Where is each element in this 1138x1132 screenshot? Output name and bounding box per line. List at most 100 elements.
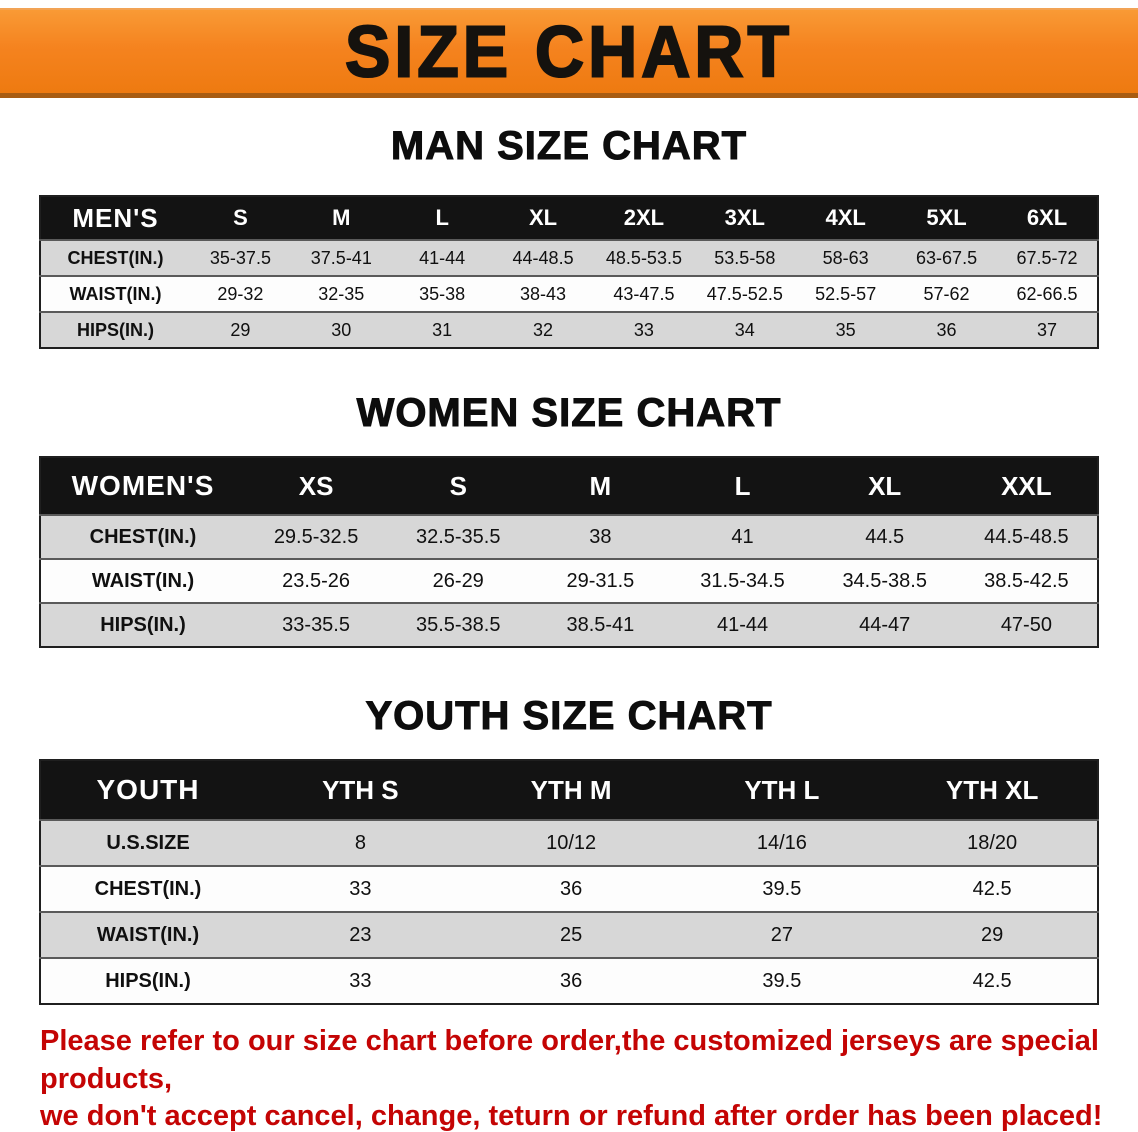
size-value-cell: 41-44 — [716, 613, 769, 636]
size-value-cell: 34.5-38.5 — [842, 569, 927, 592]
row-label: WAIST(IN.) — [91, 569, 195, 592]
size-value-cell: 35.5-38.5 — [415, 613, 501, 636]
table-row: CHEST(IN.) 29.5-32.5 32.5-35.5 38 41 44.5 44.5… — [40, 515, 1098, 559]
size-value-cell: 32 — [533, 319, 554, 340]
youth-size-chart-section: YOUTH SIZE CHART YOUTH YTH S YTH M YTH L YTH… — [0, 694, 1138, 1005]
size-value-cell: 39.5 — [762, 969, 802, 992]
disclaimer-line-2: we don't accept cancel, change, teturn o… — [40, 1100, 1103, 1132]
row-label: HIPS(IN.) — [105, 969, 191, 992]
size-value-cell: 62-66.5 — [1016, 283, 1078, 304]
table-header-row: MEN'S S M L XL 2XL 3XL 4XL 5XL 6XL — [40, 196, 1098, 240]
size-value-cell: 38.5-42.5 — [984, 569, 1069, 592]
page-title: SIZE CHART — [344, 10, 793, 93]
size-value-cell: 33 — [349, 969, 372, 992]
size-value-cell: 36 — [560, 877, 583, 900]
size-value-cell: 29.5-32.5 — [273, 525, 359, 548]
size-value-cell: 18/20 — [967, 831, 1018, 854]
row-label: CHEST(IN.) — [67, 247, 164, 268]
size-column-header: YTH S — [322, 774, 399, 805]
size-value-cell: 47.5-52.5 — [706, 283, 783, 304]
size-column-header: S — [449, 470, 467, 501]
size-column-header: L — [734, 470, 751, 501]
size-value-cell: 27 — [770, 923, 793, 946]
size-column-header: YTH XL — [945, 774, 1039, 805]
row-label: HIPS(IN.) — [100, 613, 186, 636]
size-chart-banner: SIZE CHART — [0, 8, 1138, 98]
size-value-cell: 23.5-26 — [282, 569, 350, 592]
size-value-cell: 52.5-57 — [815, 283, 877, 304]
women-size-chart-section: WOMEN SIZE CHART WOMEN'S XS S M L XL XXL CHEST(… — [0, 391, 1138, 648]
size-value-cell: 42.5 — [972, 969, 1012, 992]
size-column-header: 3XL — [724, 205, 765, 230]
size-column-header: YTH L — [744, 774, 820, 805]
size-value-cell: 38-43 — [520, 283, 567, 304]
size-value-cell: 38.5-41 — [566, 613, 635, 636]
size-value-cell: 29 — [230, 319, 251, 340]
size-value-cell: 44-47 — [859, 613, 911, 636]
size-column-header: 2XL — [623, 205, 665, 230]
size-value-cell: 10/12 — [546, 831, 597, 854]
size-value-cell: 35 — [835, 319, 856, 340]
table-row: U.S.SIZE 8 10/12 14/16 18/20 — [40, 820, 1098, 866]
size-value-cell: 14/16 — [756, 831, 807, 854]
disclaimer-line-1: Please refer to our size chart before or… — [40, 1025, 1099, 1095]
youth-size-table: YOUTH YTH S YTH M YTH L YTH XL U.S.SIZE 8 10/12… — [39, 759, 1099, 1005]
table-row: HIPS(IN.) 33 36 39.5 42.5 — [40, 958, 1098, 1004]
size-value-cell: 32.5-35.5 — [415, 525, 501, 548]
size-value-cell: 34 — [734, 319, 755, 340]
table-row: CHEST(IN.) 33 36 39.5 42.5 — [40, 866, 1098, 912]
size-value-cell: 36 — [936, 319, 957, 340]
size-column-header: XL — [868, 470, 902, 501]
size-value-cell: 41 — [731, 525, 754, 548]
size-value-cell: 25 — [560, 923, 583, 946]
table-header-row: WOMEN'S XS S M L XL XXL — [40, 457, 1098, 515]
size-value-cell: 48.5-53.5 — [605, 247, 682, 268]
size-value-cell: 38 — [589, 525, 612, 548]
size-value-cell: 29-32 — [217, 283, 264, 304]
size-column-header: XL — [529, 205, 558, 230]
size-value-cell: 67.5-72 — [1016, 247, 1078, 268]
table-corner-label: WOMEN'S — [71, 470, 215, 501]
size-value-cell: 58-63 — [822, 247, 869, 268]
table-row: HIPS(IN.) 33-35.5 35.5-38.5 38.5-41 41-44 44-… — [40, 603, 1098, 647]
size-value-cell: 42.5 — [972, 877, 1012, 900]
size-value-cell: 29-31.5 — [566, 569, 635, 592]
size-value-cell: 41-44 — [419, 247, 466, 268]
men-size-chart-section: MAN SIZE CHART MEN'S S M L XL 2XL 3XL 4XL 5XL 6XL… — [0, 124, 1138, 349]
size-value-cell: 31 — [432, 319, 453, 340]
size-column-header: M — [589, 470, 612, 501]
size-value-cell: 29 — [981, 923, 1004, 946]
size-value-cell: 35-37.5 — [209, 247, 271, 268]
size-value-cell: 47-50 — [1000, 613, 1052, 636]
size-value-cell: 63-67.5 — [916, 247, 978, 268]
row-label: HIPS(IN.) — [76, 319, 154, 340]
size-column-header: YTH M — [530, 774, 612, 805]
size-value-cell: 44.5 — [865, 525, 905, 548]
size-column-header: 5XL — [926, 205, 967, 230]
table-row: WAIST(IN.) 23 25 27 29 — [40, 912, 1098, 958]
size-column-header: L — [435, 205, 449, 230]
size-value-cell: 44-48.5 — [512, 247, 574, 268]
size-column-header: 6XL — [1026, 205, 1068, 230]
row-label: WAIST(IN.) — [69, 283, 162, 304]
size-value-cell: 44.5-48.5 — [984, 525, 1069, 548]
row-label: U.S.SIZE — [106, 831, 190, 854]
size-value-cell: 43-47.5 — [613, 283, 675, 304]
table-row: WAIST(IN.) 29-32 32-35 35-38 38-43 43-47.5 47.… — [40, 276, 1098, 312]
table-row: WAIST(IN.) 23.5-26 26-29 29-31.5 31.5-34.5 34… — [40, 559, 1098, 603]
size-value-cell: 39.5 — [762, 877, 802, 900]
size-column-header: S — [233, 205, 248, 230]
size-value-cell: 33-35.5 — [282, 613, 350, 636]
size-column-header: 4XL — [825, 205, 866, 230]
size-value-cell: 31.5-34.5 — [700, 569, 785, 592]
table-corner-label: YOUTH — [96, 774, 200, 805]
table-corner-label: MEN'S — [72, 202, 159, 233]
size-column-header: XS — [298, 470, 334, 501]
size-value-cell: 23 — [349, 923, 372, 946]
table-row: HIPS(IN.) 29 30 31 32 33 34 35 36 37 — [40, 312, 1098, 348]
size-value-cell: 33 — [633, 319, 654, 340]
size-value-cell: 33 — [349, 877, 372, 900]
women-size-chart-heading: WOMEN SIZE CHART — [356, 391, 782, 436]
row-label: WAIST(IN.) — [96, 923, 200, 946]
